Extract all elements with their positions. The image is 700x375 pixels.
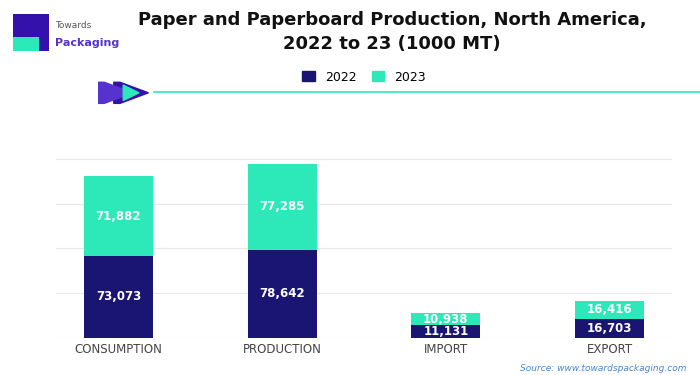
Text: Source: www.towardspackaging.com: Source: www.towardspackaging.com (519, 364, 686, 373)
FancyArrow shape (98, 82, 133, 104)
Bar (575, 319, 644, 338)
Text: 16,416: 16,416 (587, 303, 632, 316)
Bar (248, 250, 316, 338)
Text: 10,938: 10,938 (423, 312, 468, 326)
Text: Paper and Paperboard Production, North America,
2022 to 23 (1000 MT): Paper and Paperboard Production, North A… (138, 11, 646, 53)
Bar (84, 256, 153, 338)
Text: 16,703: 16,703 (587, 322, 632, 335)
Bar (84, 176, 153, 256)
Legend: 2022, 2023: 2022, 2023 (299, 67, 429, 87)
Bar (412, 325, 480, 338)
Text: 77,285: 77,285 (260, 200, 305, 213)
FancyArrow shape (123, 85, 139, 100)
FancyArrow shape (114, 82, 148, 104)
Text: 78,642: 78,642 (259, 287, 305, 300)
Text: Towards: Towards (55, 21, 91, 30)
Bar (248, 164, 316, 250)
FancyBboxPatch shape (13, 14, 49, 51)
Bar (575, 301, 644, 319)
Bar (412, 313, 480, 325)
Text: 71,882: 71,882 (96, 210, 141, 222)
Text: Packaging: Packaging (55, 38, 119, 48)
Text: 11,131: 11,131 (424, 325, 468, 338)
FancyBboxPatch shape (13, 36, 39, 51)
Text: 73,073: 73,073 (96, 290, 141, 303)
